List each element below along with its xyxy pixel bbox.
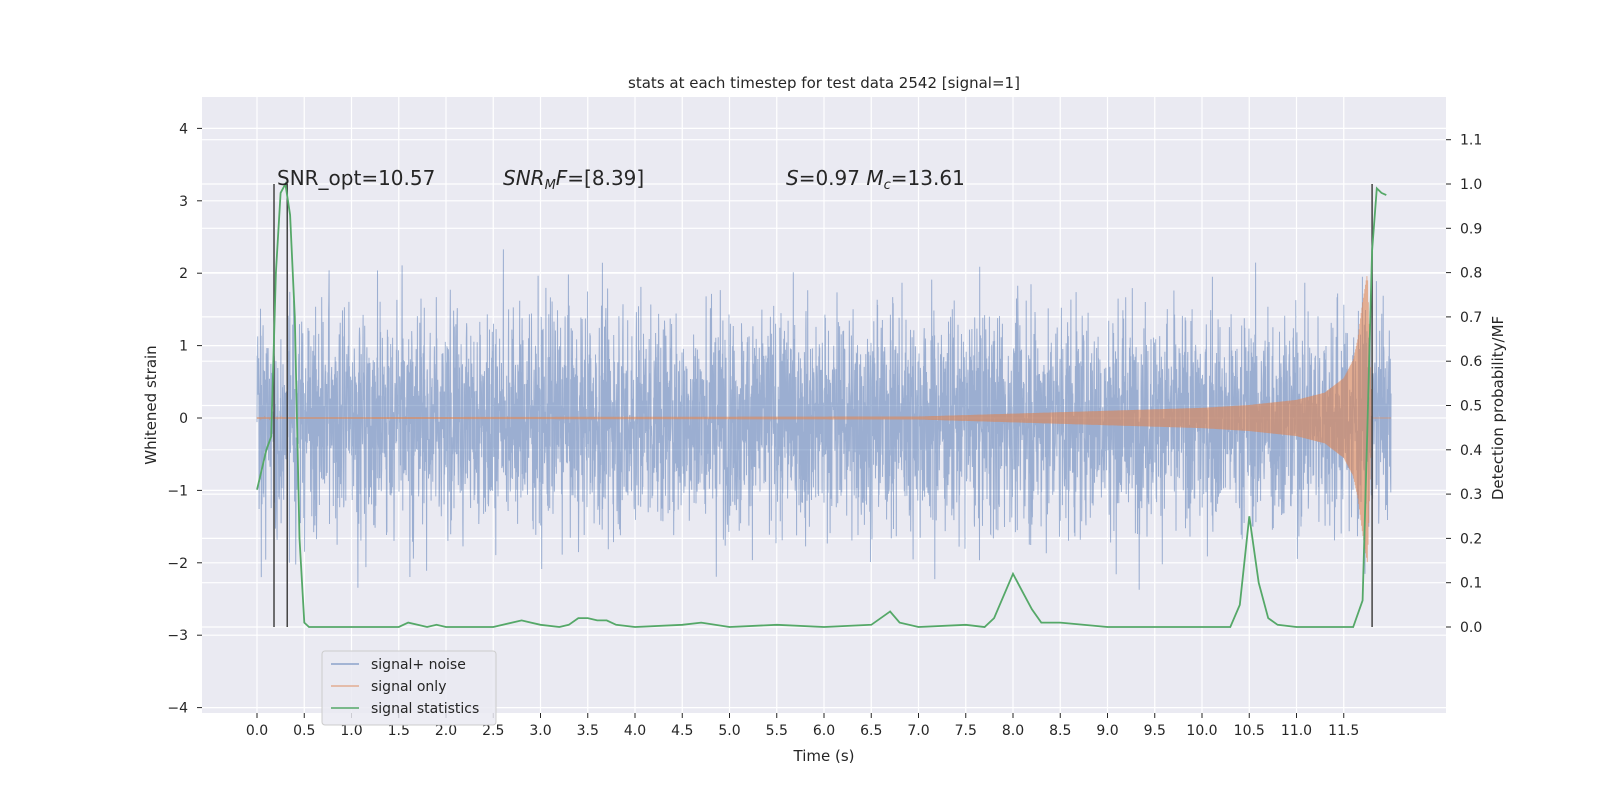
legend-label-signal-statistics: signal statistics	[371, 701, 479, 717]
x-tick-label-8: 4.0	[624, 723, 646, 739]
series-signal-only	[256, 276, 1391, 563]
signal-only-line	[256, 276, 1391, 563]
x-tick-label-10: 5.0	[718, 723, 740, 739]
signal-noise-line	[256, 249, 1392, 590]
x-tick-label-11: 5.5	[766, 723, 788, 739]
y-tick-label-8: 4	[179, 121, 188, 137]
y-tick-label-4: 0	[179, 411, 188, 427]
x-tick-label-14: 7.0	[907, 723, 929, 739]
x-tick-label-0: 0.0	[246, 723, 268, 739]
y-right-tick-label-1: 0.1	[1460, 576, 1482, 592]
x-tick-label-6: 3.0	[529, 723, 551, 739]
y-right-tick-label-5: 0.5	[1460, 399, 1482, 415]
y-right-axis-ticks: 0.0 0.1 0.2 0.3 0.4 0.5 0.6 0.7 0.8 0.9 1.0 1.1	[1446, 133, 1482, 636]
x-tick-label-22: 11.0	[1281, 723, 1312, 739]
x-tick-label-4: 2.0	[435, 723, 457, 739]
y-right-tick-label-0: 0.0	[1460, 620, 1482, 636]
x-tick-label-21: 10.5	[1234, 723, 1265, 739]
x-tick-label-3: 1.5	[388, 723, 410, 739]
legend: signal+ noise signal only signal statist…	[321, 650, 497, 726]
y-axis-label: Whitened strain	[142, 345, 160, 464]
x-tick-label-7: 3.5	[577, 723, 599, 739]
y-tick-label-6: 2	[179, 266, 188, 282]
x-tick-label-12: 6.0	[813, 723, 835, 739]
legend-label-signal-noise: signal+ noise	[371, 657, 466, 673]
y-right-tick-label-3: 0.3	[1460, 487, 1482, 503]
y-right-tick-label-8: 0.8	[1460, 266, 1482, 282]
x-tick-label-2: 1.0	[340, 723, 362, 739]
x-tick-label-19: 9.5	[1144, 723, 1166, 739]
x-tick-label-13: 6.5	[860, 723, 882, 739]
y-right-tick-label-2: 0.2	[1460, 531, 1482, 547]
y-right-tick-label-7: 0.7	[1460, 310, 1482, 326]
legend-label-signal-only: signal only	[371, 679, 446, 695]
series-signal-noise	[256, 249, 1392, 590]
y-right-tick-label-4: 0.4	[1460, 443, 1482, 459]
x-tick-label-16: 8.0	[1002, 723, 1024, 739]
x-axis-ticks: 0.0 0.5 1.0 1.5 2.0 2.5 3.0 3.5 4.0 4.5 5.0 5.5 6.0 6…	[246, 713, 1359, 739]
x-tick-label-9: 4.5	[671, 723, 693, 739]
y-right-axis-label: Detection probability/MF	[1489, 316, 1507, 500]
y-right-tick-label-10: 1.0	[1460, 177, 1482, 193]
y-axis-ticks: −4 −3 −2 −1 0 1 2 3 4	[167, 121, 202, 717]
x-tick-label-15: 7.5	[955, 723, 977, 739]
y-right-tick-label-11: 1.1	[1460, 133, 1482, 149]
x-tick-label-5: 2.5	[482, 723, 504, 739]
signal-statistics-line	[256, 181, 1387, 628]
x-axis-label: Time (s)	[793, 747, 855, 765]
series-signal-statistics	[256, 181, 1387, 628]
x-tick-label-20: 10.0	[1186, 723, 1217, 739]
annotation-s-mc: S=0.97 Mc=13.61	[786, 166, 965, 193]
x-tick-label-18: 9.0	[1096, 723, 1118, 739]
legend-box	[321, 650, 497, 726]
y-tick-label-2: −2	[167, 556, 188, 572]
y-tick-label-5: 1	[179, 339, 188, 355]
y-right-tick-label-6: 0.6	[1460, 354, 1482, 370]
y-tick-label-3: −1	[167, 483, 188, 499]
y-tick-label-0: −4	[167, 701, 188, 717]
y-tick-label-7: 3	[179, 194, 188, 210]
y-right-tick-label-9: 0.9	[1460, 221, 1482, 237]
chart-title: stats at each timestep for test data 254…	[628, 74, 1020, 92]
annotation-snr-opt: SNR_opt=10.57	[277, 166, 435, 190]
y-tick-label-1: −3	[167, 628, 188, 644]
x-tick-label-1: 0.5	[293, 723, 315, 739]
annotation-snr-mf: SNRMF=[8.39]	[503, 166, 644, 193]
x-tick-label-23: 11.5	[1328, 723, 1359, 739]
x-tick-label-17: 8.5	[1049, 723, 1071, 739]
